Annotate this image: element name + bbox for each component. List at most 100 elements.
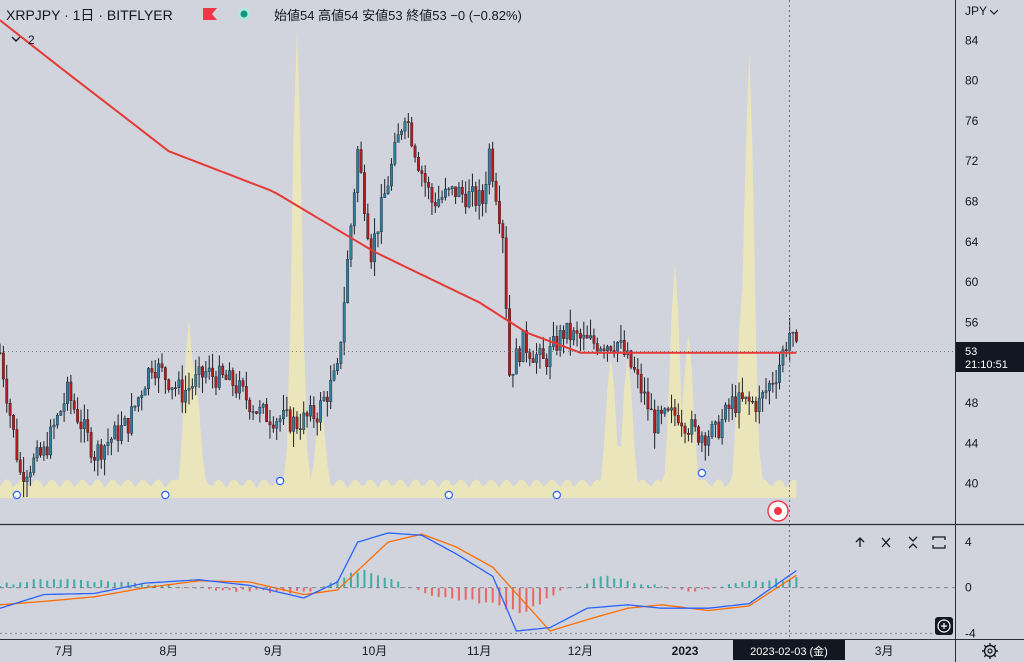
candle xyxy=(457,182,461,198)
macd-histogram-bar xyxy=(761,581,764,588)
collapse-icon[interactable] xyxy=(908,536,918,549)
candle xyxy=(174,381,177,397)
candle xyxy=(673,399,677,427)
candle xyxy=(197,356,201,388)
macd-histogram-bar xyxy=(221,587,224,591)
event-marker[interactable] xyxy=(444,490,454,500)
event-marker[interactable] xyxy=(12,490,22,500)
macd-histogram-bar xyxy=(417,587,420,590)
macd-histogram-bar xyxy=(424,587,427,594)
candle xyxy=(794,329,798,344)
candle xyxy=(379,183,383,244)
macd-histogram-bar xyxy=(484,587,487,603)
candle xyxy=(437,185,441,208)
candle xyxy=(552,321,555,351)
candle xyxy=(352,188,356,235)
candle xyxy=(592,328,596,350)
candle xyxy=(113,421,117,440)
currency-label[interactable]: JPY xyxy=(965,4,987,18)
price-marker: 53 21:10:51 xyxy=(956,342,1024,372)
candle xyxy=(221,363,225,379)
event-marker[interactable] xyxy=(161,490,170,500)
candle xyxy=(66,376,69,411)
candle xyxy=(714,420,717,438)
candle xyxy=(406,113,410,138)
macd-histogram-bar xyxy=(626,581,629,588)
event-marker[interactable] xyxy=(552,490,562,500)
candle xyxy=(228,362,231,381)
candle xyxy=(761,390,765,412)
candle xyxy=(460,180,464,203)
macd-histogram-bar xyxy=(363,569,366,588)
candle xyxy=(626,342,630,359)
candle xyxy=(261,402,265,414)
candle xyxy=(0,343,2,355)
candle xyxy=(12,414,15,438)
macd-histogram-bar xyxy=(552,587,555,596)
ohlc-values: 始値54 高値54 安値53 終値53 −0 (−0.82%) xyxy=(274,8,522,23)
flag-icon[interactable] xyxy=(203,8,217,20)
macd-histogram-bar xyxy=(430,587,433,596)
time-tick-label: 2023 xyxy=(672,644,699,658)
event-marker[interactable] xyxy=(697,468,707,478)
event-marker[interactable] xyxy=(275,476,285,486)
macd-histogram-bar xyxy=(86,581,89,588)
candle xyxy=(784,341,788,358)
macd-histogram-bar xyxy=(0,585,1,588)
candle xyxy=(582,321,586,351)
candle xyxy=(707,430,711,456)
candle xyxy=(89,427,93,464)
add-plus-button[interactable] xyxy=(935,617,953,635)
indicator-toggle[interactable]: 2 xyxy=(11,33,35,47)
time-tick-label: 11月 xyxy=(467,644,491,658)
macd-histogram-bar xyxy=(46,580,49,588)
candle xyxy=(791,331,795,347)
time-tick-label: 10月 xyxy=(362,644,387,658)
candle xyxy=(747,391,751,416)
gear-icon[interactable] xyxy=(982,643,998,659)
candle xyxy=(420,165,424,187)
candle xyxy=(282,394,285,426)
candle xyxy=(450,185,454,196)
candle xyxy=(400,129,403,140)
candle xyxy=(116,414,120,452)
macd-histogram-bar xyxy=(748,580,751,588)
candle xyxy=(535,343,538,374)
macd-histogram-bar xyxy=(201,586,204,588)
macd-tick-label: 0 xyxy=(965,581,972,595)
candle xyxy=(751,396,754,404)
candle xyxy=(160,353,164,372)
maximize-icon[interactable] xyxy=(932,536,946,549)
candle xyxy=(700,431,704,452)
macd-histogram-bar xyxy=(120,581,123,588)
candle xyxy=(278,415,282,432)
macd-histogram-bar xyxy=(403,587,406,588)
arrow-up-icon[interactable] xyxy=(855,537,865,547)
macd-histogram-bar xyxy=(653,584,656,588)
macd-histogram-bar xyxy=(727,584,730,588)
candle xyxy=(207,355,211,380)
macd-histogram-bar xyxy=(457,587,460,601)
macd-pane-toolbar xyxy=(855,536,946,549)
candle xyxy=(106,428,110,456)
candle xyxy=(204,361,208,384)
macd-histogram-bar xyxy=(687,587,690,592)
candle xyxy=(82,404,86,443)
candle xyxy=(423,165,427,197)
axes-layer: 40444852566064687276808440-47月8月9月10月11月… xyxy=(0,33,979,658)
macd-histogram-bar xyxy=(275,587,278,592)
candle xyxy=(757,385,761,424)
candle xyxy=(214,370,218,395)
candle xyxy=(292,407,295,447)
macd-histogram-bar xyxy=(545,587,548,599)
price-tick-label: 60 xyxy=(965,275,979,289)
candle xyxy=(302,401,306,435)
macd-histogram-bar xyxy=(160,585,163,588)
macd-histogram-bar xyxy=(498,587,501,606)
close-icon[interactable] xyxy=(881,537,891,548)
record-button[interactable] xyxy=(767,500,789,522)
candle xyxy=(538,343,542,369)
macd-histogram-bar xyxy=(25,582,28,588)
candle xyxy=(325,390,329,417)
